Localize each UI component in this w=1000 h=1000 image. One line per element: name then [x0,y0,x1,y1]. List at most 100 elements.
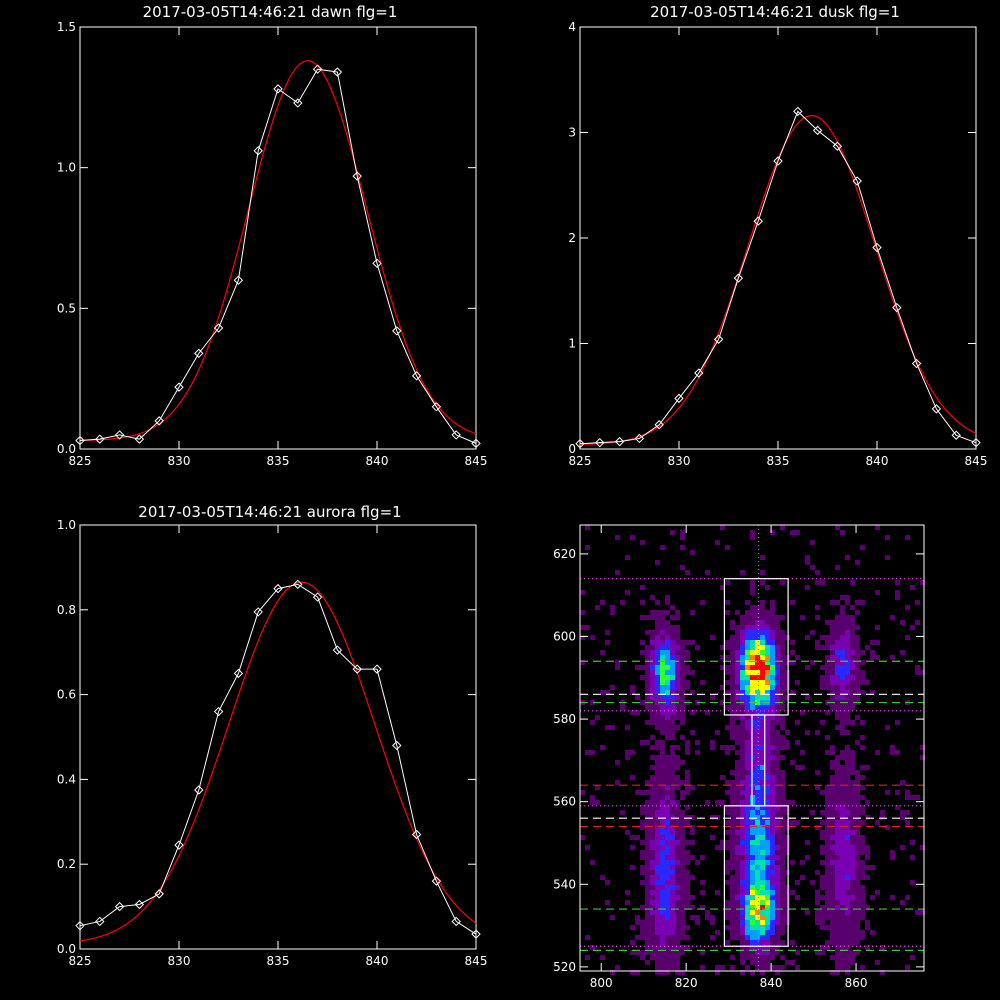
image-pixel [745,970,750,975]
image-pixel [665,830,670,835]
image-pixel [895,580,900,585]
image-pixel [825,665,830,670]
image-pixel [740,890,745,895]
image-pixel [880,930,885,935]
image-pixel [720,965,725,970]
image-pixel [730,780,735,785]
image-pixel [840,675,845,680]
image-pixel [655,640,660,645]
image-pixel [590,850,595,855]
image-pixel [740,885,745,890]
image-pixel [630,535,635,540]
image-pixel [770,955,775,960]
image-pixel [635,820,640,825]
image-pixel [815,685,820,690]
image-pixel [865,620,870,625]
image-pixel [760,905,765,910]
image-pixel [770,865,775,870]
image-pixel [755,710,760,715]
image-pixel [650,795,655,800]
image-pixel [900,735,905,740]
image-pixel [735,925,740,930]
image-pixel [685,640,690,645]
image-pixel [655,615,660,620]
image-pixel [770,855,775,860]
image-pixel [855,810,860,815]
image-pixel [790,765,795,770]
image-pixel [855,815,860,820]
image-pixel [665,900,670,905]
image-pixel [750,850,755,855]
image-pixel [840,910,845,915]
image-pixel [680,690,685,695]
image-pixel [765,865,770,870]
image-pixel [660,690,665,695]
image-pixel [745,705,750,710]
image-pixel [835,935,840,940]
image-pixel [630,950,635,955]
image-pixel [610,605,615,610]
image-pixel [760,795,765,800]
image-pixel [845,660,850,665]
image-pixel [850,650,855,655]
image-pixel [665,885,670,890]
image-pixel [820,580,825,585]
image-pixel [900,840,905,845]
image-pixel [780,670,785,675]
image-pixel [860,870,865,875]
dusk-data-point [614,436,625,447]
image-pixel [770,810,775,815]
image-pixel [690,550,695,555]
image-pixel [740,610,745,615]
image-pixel [680,640,685,645]
image-pixel [770,660,775,665]
image-pixel [860,810,865,815]
image-pixel [730,805,735,810]
image-pixel [735,870,740,875]
image-pixel [835,860,840,865]
image-pixel [785,530,790,535]
image-pixel [820,935,825,940]
image-pixel [710,635,715,640]
image-pixel [780,625,785,630]
image-pixel [855,855,860,860]
image-pixel [745,910,750,915]
image-pixel [750,535,755,540]
image-pixel [755,730,760,735]
image-pixel [670,575,675,580]
image-pixel [820,860,825,865]
image-pixel [825,835,830,840]
image-pixel [915,740,920,745]
image-pixel [780,860,785,865]
image-pixel [825,855,830,860]
image-pixel [715,655,720,660]
image-pixel [650,695,655,700]
image-pixel [775,925,780,930]
image-pixel [890,850,895,855]
image-pixel [675,680,680,685]
image-pixel [620,865,625,870]
image-pixel [850,580,855,585]
image-pixel [850,815,855,820]
image-pixel [670,685,675,690]
image-pixel [715,845,720,850]
image-pixel [845,795,850,800]
image-pixel [840,765,845,770]
image-pixel [665,645,670,650]
image-pixel [715,965,720,970]
dawn-data-point [352,171,362,181]
image-pixel [825,895,830,900]
image-pixel [780,685,785,690]
image-pixel [780,885,785,890]
image-pixel [750,805,755,810]
image-pixel [825,660,830,665]
image-pixel [715,875,720,880]
image-pixel [660,660,665,665]
image-pixel [615,850,620,855]
image-pixel [755,840,760,845]
image-pixel [775,805,780,810]
image-pixel [660,840,665,845]
image-pixel [825,525,830,530]
image-pixel [875,835,880,840]
image-pixel [885,620,890,625]
